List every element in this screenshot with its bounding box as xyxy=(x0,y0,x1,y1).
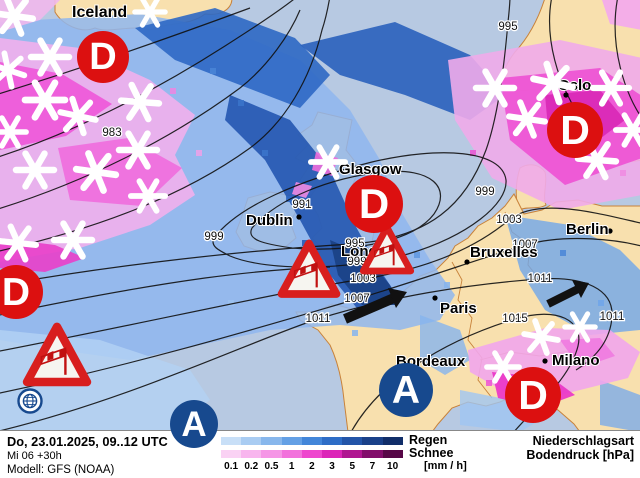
rain-scale-swatch xyxy=(342,437,363,445)
snow-scale-swatch xyxy=(382,450,403,458)
rain-color-scale xyxy=(221,437,403,445)
city-label: Paris xyxy=(440,300,477,317)
city-dot xyxy=(464,259,470,265)
isobar-label: 1003 xyxy=(350,273,376,285)
isobar-label: 1011 xyxy=(528,273,553,285)
city-label: Berlin xyxy=(566,221,609,238)
scale-tick: 1 xyxy=(288,461,295,472)
rain-scale-swatch xyxy=(281,437,302,445)
snow-scale-swatch xyxy=(362,450,383,458)
snow-color-scale xyxy=(221,450,403,458)
city-label: Dublin xyxy=(246,212,293,229)
snow-scale-swatch xyxy=(261,450,282,458)
isobar-label: 1015 xyxy=(502,313,528,325)
high-pressure-marker: A xyxy=(379,363,433,417)
model-info-block: Do, 23.01.2025, 09..12 UTC Mi 06 +30h Mo… xyxy=(7,434,168,477)
city-dot xyxy=(432,295,438,301)
city-dot xyxy=(542,358,548,364)
isobar-label: 999 xyxy=(204,231,223,243)
movement-arrow xyxy=(343,288,407,324)
city-label: Milano xyxy=(552,352,600,369)
snow-scale-swatch xyxy=(241,450,262,458)
rain-scale-swatch xyxy=(362,437,383,445)
scale-tick-labels: 0.1 0.2 0.5 1 2 3 5 7 10 xyxy=(221,461,403,472)
model-name: Modell: GFS (NOAA) xyxy=(7,464,115,476)
scale-tick: 5 xyxy=(349,461,355,472)
rain-scale-swatch xyxy=(301,437,322,445)
snow-scale-swatch xyxy=(342,450,363,458)
model-run: Mi 06 +30h xyxy=(7,450,62,462)
isobar-label: 1011 xyxy=(600,311,625,323)
isobar-label-group: 9839919959959999999991003100310071007101… xyxy=(101,20,625,327)
map-type-block: Niederschlagsart Bodendruck [hPa] xyxy=(526,434,634,462)
rain-scale-swatch xyxy=(382,437,403,445)
scale-tick: 0.2 xyxy=(244,461,259,472)
city-label: Bruxelles xyxy=(470,244,538,261)
city-dot xyxy=(296,214,302,220)
isobar-label: 1007 xyxy=(512,239,538,251)
scale-tick: 3 xyxy=(329,461,335,472)
low-pressure-marker: D xyxy=(77,31,129,83)
rain-scale-swatch xyxy=(241,437,262,445)
snow-scale-swatch xyxy=(221,450,242,458)
low-pressure-marker: D xyxy=(345,175,403,233)
high-pressure-marker: A xyxy=(170,400,218,448)
low-pressure-marker: D xyxy=(0,265,43,319)
isobar-label: 995 xyxy=(498,21,517,33)
isobar-label: 983 xyxy=(102,127,121,139)
city-dot xyxy=(563,92,569,98)
isobar-label: 1011 xyxy=(306,313,331,325)
scale-tick: 0.5 xyxy=(264,461,279,472)
scale-tick: 2 xyxy=(309,461,315,472)
scale-tick: 10 xyxy=(387,461,399,472)
snow-scale-swatch xyxy=(321,450,343,458)
rain-scale-label: Regen xyxy=(409,433,448,447)
snow-scale-swatch xyxy=(281,450,302,458)
map-type-line2: Bodendruck [hPa] xyxy=(526,448,634,462)
isobar-label: 1003 xyxy=(496,214,522,226)
city-dot xyxy=(607,228,613,234)
isobar-label: 995 xyxy=(345,238,364,250)
snow-scale-label: Schnee xyxy=(409,446,454,460)
legend-bar: Do, 23.01.2025, 09..12 UTC Mi 06 +30h Mo… xyxy=(0,430,640,478)
rain-scale-swatch xyxy=(221,437,242,445)
map-type-line1: Niederschlagsart xyxy=(532,434,634,448)
valid-datetime: Do, 23.01.2025, 09..12 UTC xyxy=(7,434,168,449)
rain-scale-swatch xyxy=(261,437,282,445)
globe-logo-icon xyxy=(17,388,43,414)
city-label: Iceland xyxy=(72,4,127,21)
city-label: Glasgow xyxy=(339,161,402,178)
scale-tick: 7 xyxy=(369,461,376,472)
snow-scale-swatch xyxy=(301,450,322,458)
isobar-label: 1007 xyxy=(344,293,370,305)
isobar-label: 999 xyxy=(475,186,494,198)
low-pressure-marker: D xyxy=(547,102,603,158)
scale-unit-label: [mm / h] xyxy=(424,460,467,472)
rain-scale-swatch xyxy=(321,437,343,445)
isobar-label: 991 xyxy=(292,199,311,211)
scale-tick: 0.1 xyxy=(224,461,239,472)
low-pressure-marker: D xyxy=(505,367,561,423)
movement-arrow xyxy=(546,280,589,308)
